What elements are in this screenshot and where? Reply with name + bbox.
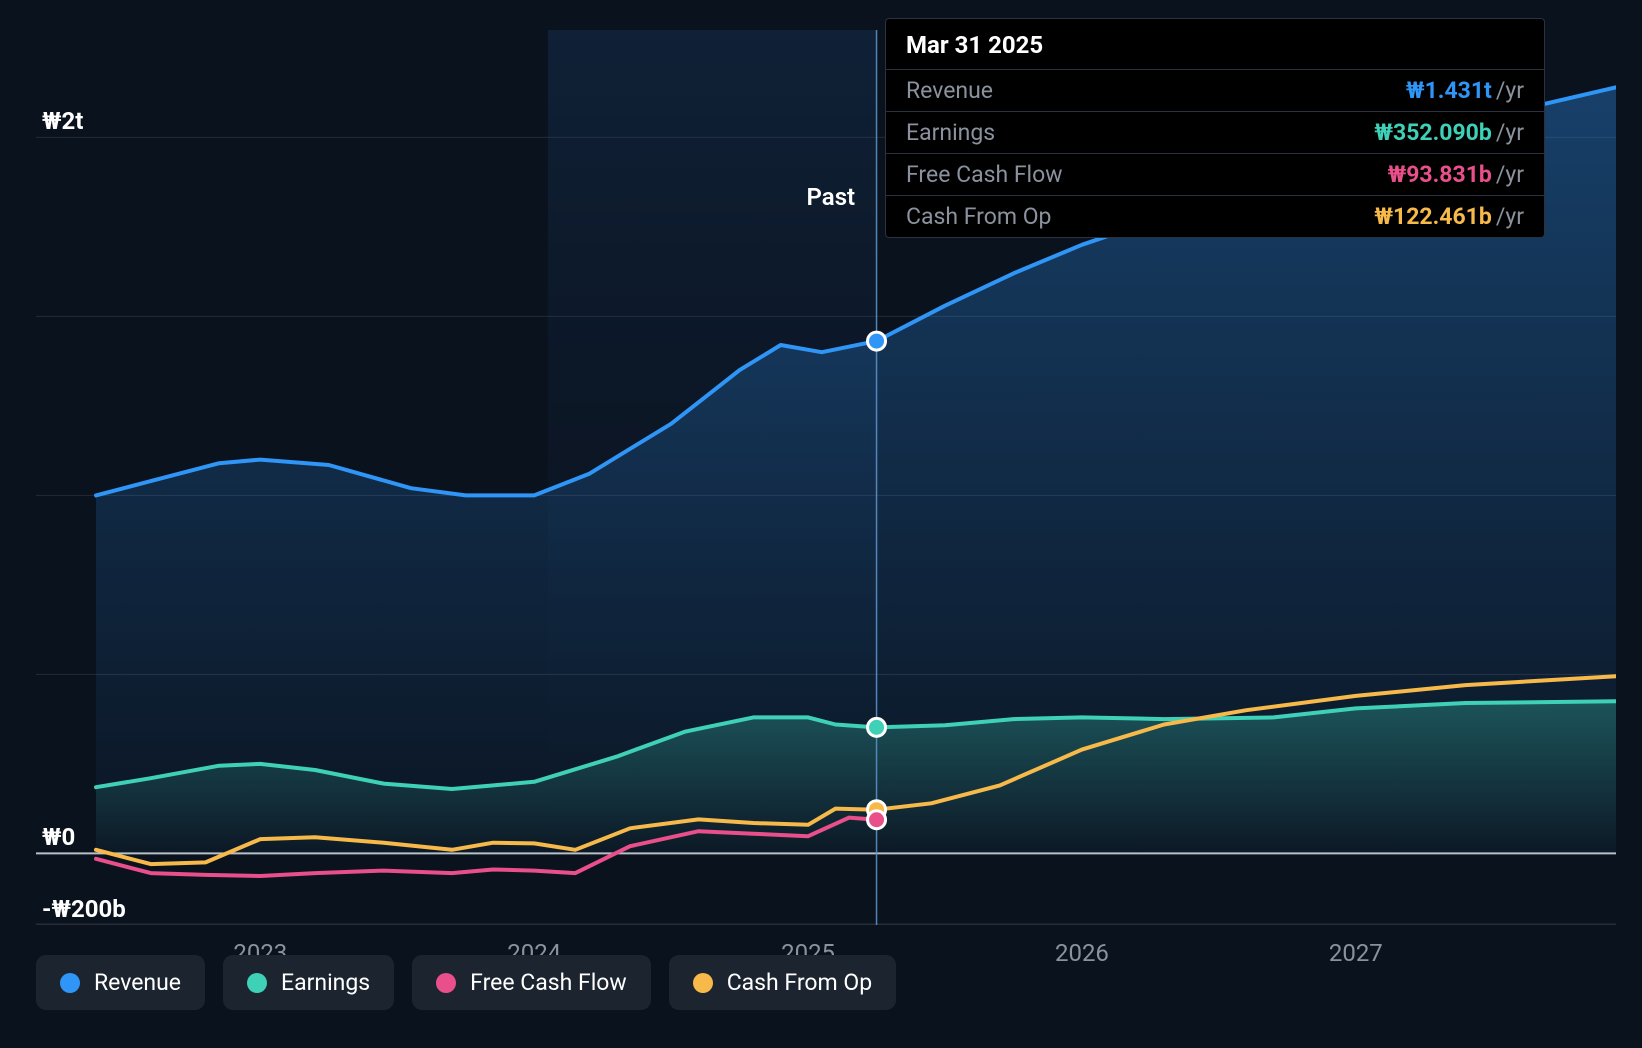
tooltip-row: Free Cash Flow ₩93.831b/yr bbox=[886, 153, 1544, 195]
tooltip-row: Earnings ₩352.090b/yr bbox=[886, 111, 1544, 153]
tooltip-row-value: ₩1.431t bbox=[1406, 77, 1492, 104]
y-axis-label: ₩0 bbox=[42, 823, 75, 851]
tooltip-row-label: Revenue bbox=[906, 77, 993, 104]
tooltip-row-value: ₩93.831b bbox=[1388, 161, 1492, 188]
tooltip-row-label: Cash From Op bbox=[906, 203, 1051, 230]
tooltip-row: Cash From Op ₩122.461b/yr bbox=[886, 195, 1544, 237]
x-axis-label: 2027 bbox=[1329, 939, 1383, 967]
legend-dot-icon bbox=[436, 973, 456, 993]
legend-label: Free Cash Flow bbox=[470, 969, 627, 996]
tooltip-row-value: ₩352.090b bbox=[1374, 119, 1491, 146]
legend-dot-icon bbox=[693, 973, 713, 993]
tooltip-row-value: ₩122.461b bbox=[1374, 203, 1491, 230]
earnings-revenue-chart: ₩2t₩0-₩200b 20232024202520262027 Past An… bbox=[0, 0, 1642, 1048]
legend-dot-icon bbox=[60, 973, 80, 993]
tooltip-row-label: Earnings bbox=[906, 119, 995, 146]
past-label: Past bbox=[807, 183, 856, 211]
legend-item-revenue[interactable]: Revenue bbox=[36, 955, 205, 1010]
legend-item-earnings[interactable]: Earnings bbox=[223, 955, 394, 1010]
legend-item-cash_op[interactable]: Cash From Op bbox=[669, 955, 896, 1010]
tooltip-row-unit: /yr bbox=[1496, 77, 1524, 104]
legend-label: Earnings bbox=[281, 969, 370, 996]
y-axis-label: ₩2t bbox=[42, 107, 83, 135]
legend-dot-icon bbox=[247, 973, 267, 993]
tooltip-row-unit: /yr bbox=[1496, 161, 1524, 188]
legend-label: Cash From Op bbox=[727, 969, 872, 996]
tooltip-row-label: Free Cash Flow bbox=[906, 161, 1063, 188]
legend-item-fcf[interactable]: Free Cash Flow bbox=[412, 955, 651, 1010]
hover-tooltip: Mar 31 2025 Revenue ₩1.431t/yr Earnings ₩35… bbox=[885, 18, 1545, 238]
tooltip-row-unit: /yr bbox=[1496, 203, 1524, 230]
tooltip-row: Revenue ₩1.431t/yr bbox=[886, 69, 1544, 111]
x-axis-label: 2026 bbox=[1055, 939, 1109, 967]
y-axis-label: -₩200b bbox=[42, 895, 126, 923]
tooltip-row-unit: /yr bbox=[1496, 119, 1524, 146]
legend: Revenue Earnings Free Cash Flow Cash From O… bbox=[36, 955, 896, 1010]
tooltip-date: Mar 31 2025 bbox=[886, 19, 1544, 69]
legend-label: Revenue bbox=[94, 969, 181, 996]
